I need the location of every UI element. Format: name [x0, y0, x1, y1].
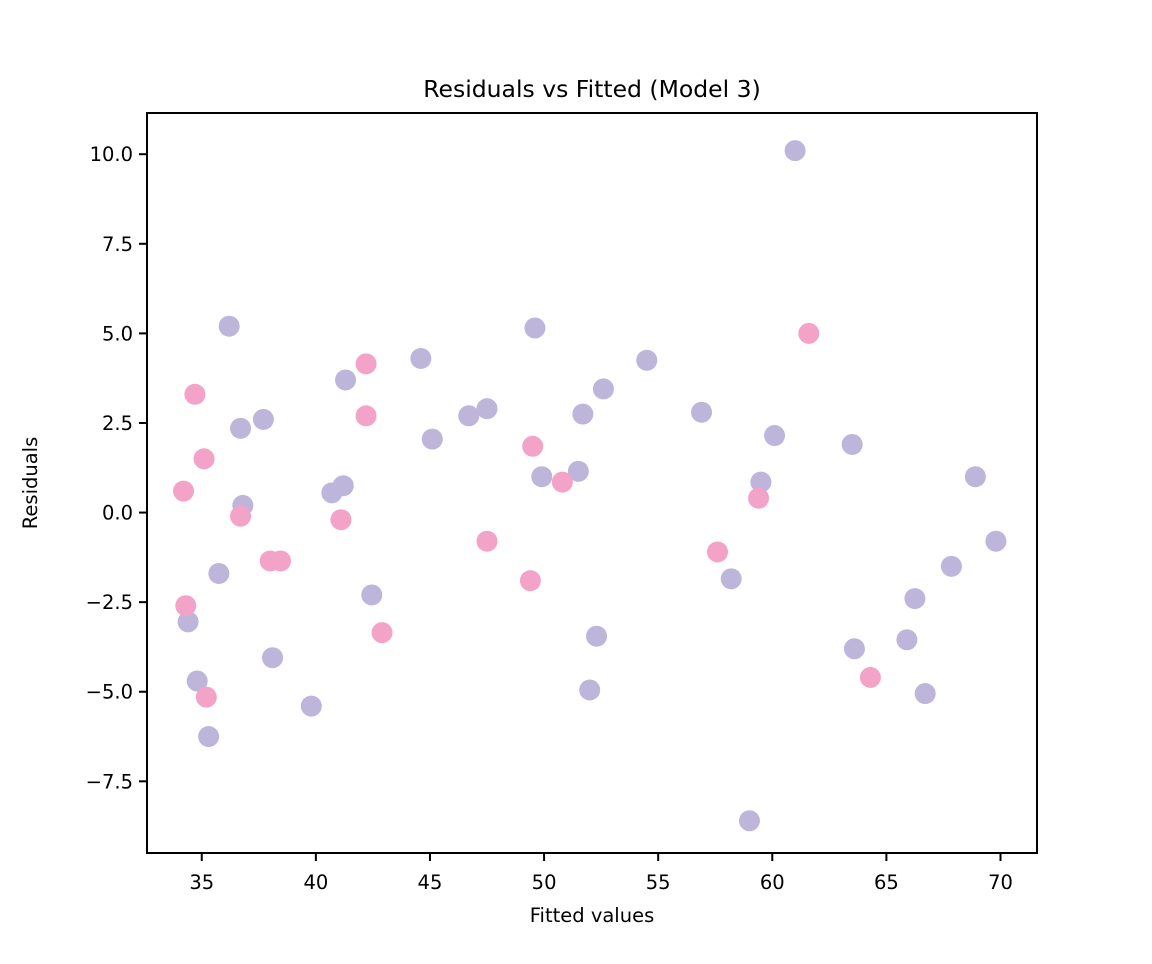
data-point-pink-group — [175, 595, 197, 617]
data-point-pink-group — [371, 622, 393, 644]
data-point-lavender-group — [843, 638, 865, 660]
data-point-lavender-group — [300, 695, 322, 717]
data-point-lavender-group — [720, 568, 742, 590]
chart-title: Residuals vs Fitted (Model 3) — [423, 75, 761, 103]
data-point-lavender-group — [252, 408, 274, 430]
data-point-pink-group — [230, 505, 252, 527]
data-point-pink-group — [330, 509, 352, 531]
data-point-lavender-group — [218, 315, 240, 337]
data-point-lavender-group — [208, 562, 230, 584]
data-point-lavender-group — [410, 347, 432, 369]
x-axis-label: Fitted values — [530, 904, 655, 927]
y-tick-label: 7.5 — [102, 233, 133, 256]
data-point-pink-group — [859, 666, 881, 688]
data-point-pink-group — [195, 686, 217, 708]
data-point-pink-group — [355, 353, 377, 375]
y-tick-label: 0.0 — [102, 502, 133, 525]
data-point-lavender-group — [636, 349, 658, 371]
y-tick-label: 5.0 — [102, 322, 133, 345]
data-point-lavender-group — [691, 401, 713, 423]
data-point-pink-group — [193, 448, 215, 470]
data-point-lavender-group — [230, 417, 252, 439]
data-point-lavender-group — [964, 466, 986, 488]
y-tick-label: −5.0 — [86, 681, 133, 704]
data-point-lavender-group — [586, 625, 608, 647]
data-point-pink-group — [519, 570, 541, 592]
data-point-lavender-group — [784, 140, 806, 162]
data-point-pink-group — [748, 487, 770, 509]
data-point-pink-group — [798, 322, 820, 344]
y-tick-label: 2.5 — [102, 412, 133, 435]
x-tick-label: 45 — [418, 871, 443, 894]
data-point-lavender-group — [579, 679, 601, 701]
data-point-lavender-group — [177, 611, 199, 633]
data-point-pink-group — [184, 383, 206, 405]
data-point-pink-group — [551, 471, 573, 493]
plot-area — [146, 112, 1038, 854]
data-point-lavender-group — [940, 555, 962, 577]
data-point-pink-group — [522, 435, 544, 457]
y-tick-label: −7.5 — [86, 770, 133, 793]
x-tick-label: 70 — [988, 871, 1013, 894]
data-point-pink-group — [270, 550, 291, 572]
data-point-lavender-group — [914, 683, 936, 705]
data-point-pink-group — [173, 480, 195, 502]
data-point-lavender-group — [841, 433, 863, 455]
x-tick-label: 60 — [760, 871, 785, 894]
data-point-lavender-group — [764, 425, 786, 447]
data-point-lavender-group — [476, 398, 498, 420]
y-axis-label: Residuals — [19, 437, 42, 530]
data-point-lavender-group — [904, 588, 926, 610]
data-point-lavender-group — [262, 647, 284, 669]
data-point-lavender-group — [985, 530, 1007, 552]
y-tick-label: −2.5 — [86, 591, 133, 614]
data-point-lavender-group — [332, 475, 354, 497]
data-point-lavender-group — [896, 629, 918, 651]
data-point-lavender-group — [458, 405, 480, 427]
data-point-lavender-group — [567, 460, 589, 482]
data-point-lavender-group — [531, 466, 553, 488]
axis-ticks: 35 40 45 50 55 60 65 70 10.0 7.5 5.0 2.5 0.0 −2.5 −5.0… — [86, 143, 1013, 894]
x-tick-label: 40 — [303, 871, 328, 894]
data-point-lavender-group — [592, 378, 614, 400]
data-point-pink-group — [476, 530, 498, 552]
data-point-lavender-group — [524, 317, 546, 339]
x-tick-label: 65 — [874, 871, 899, 894]
data-point-lavender-group — [421, 428, 443, 450]
data-point-lavender-group — [186, 670, 208, 692]
data-point-lavender-group — [572, 403, 594, 425]
data-point-pink-group — [707, 541, 729, 563]
data-point-lavender-group — [750, 471, 772, 493]
data-point-lavender-group — [738, 810, 760, 832]
x-tick-label: 50 — [532, 871, 557, 894]
data-point-lavender-group — [335, 369, 357, 391]
x-tick-label: 35 — [189, 871, 214, 894]
data-point-lavender-group — [361, 584, 383, 606]
data-points — [173, 140, 1007, 832]
y-tick-label: 10.0 — [90, 143, 133, 166]
data-point-lavender-group — [198, 726, 220, 748]
data-point-pink-group — [355, 405, 377, 427]
x-tick-label: 55 — [646, 871, 671, 894]
